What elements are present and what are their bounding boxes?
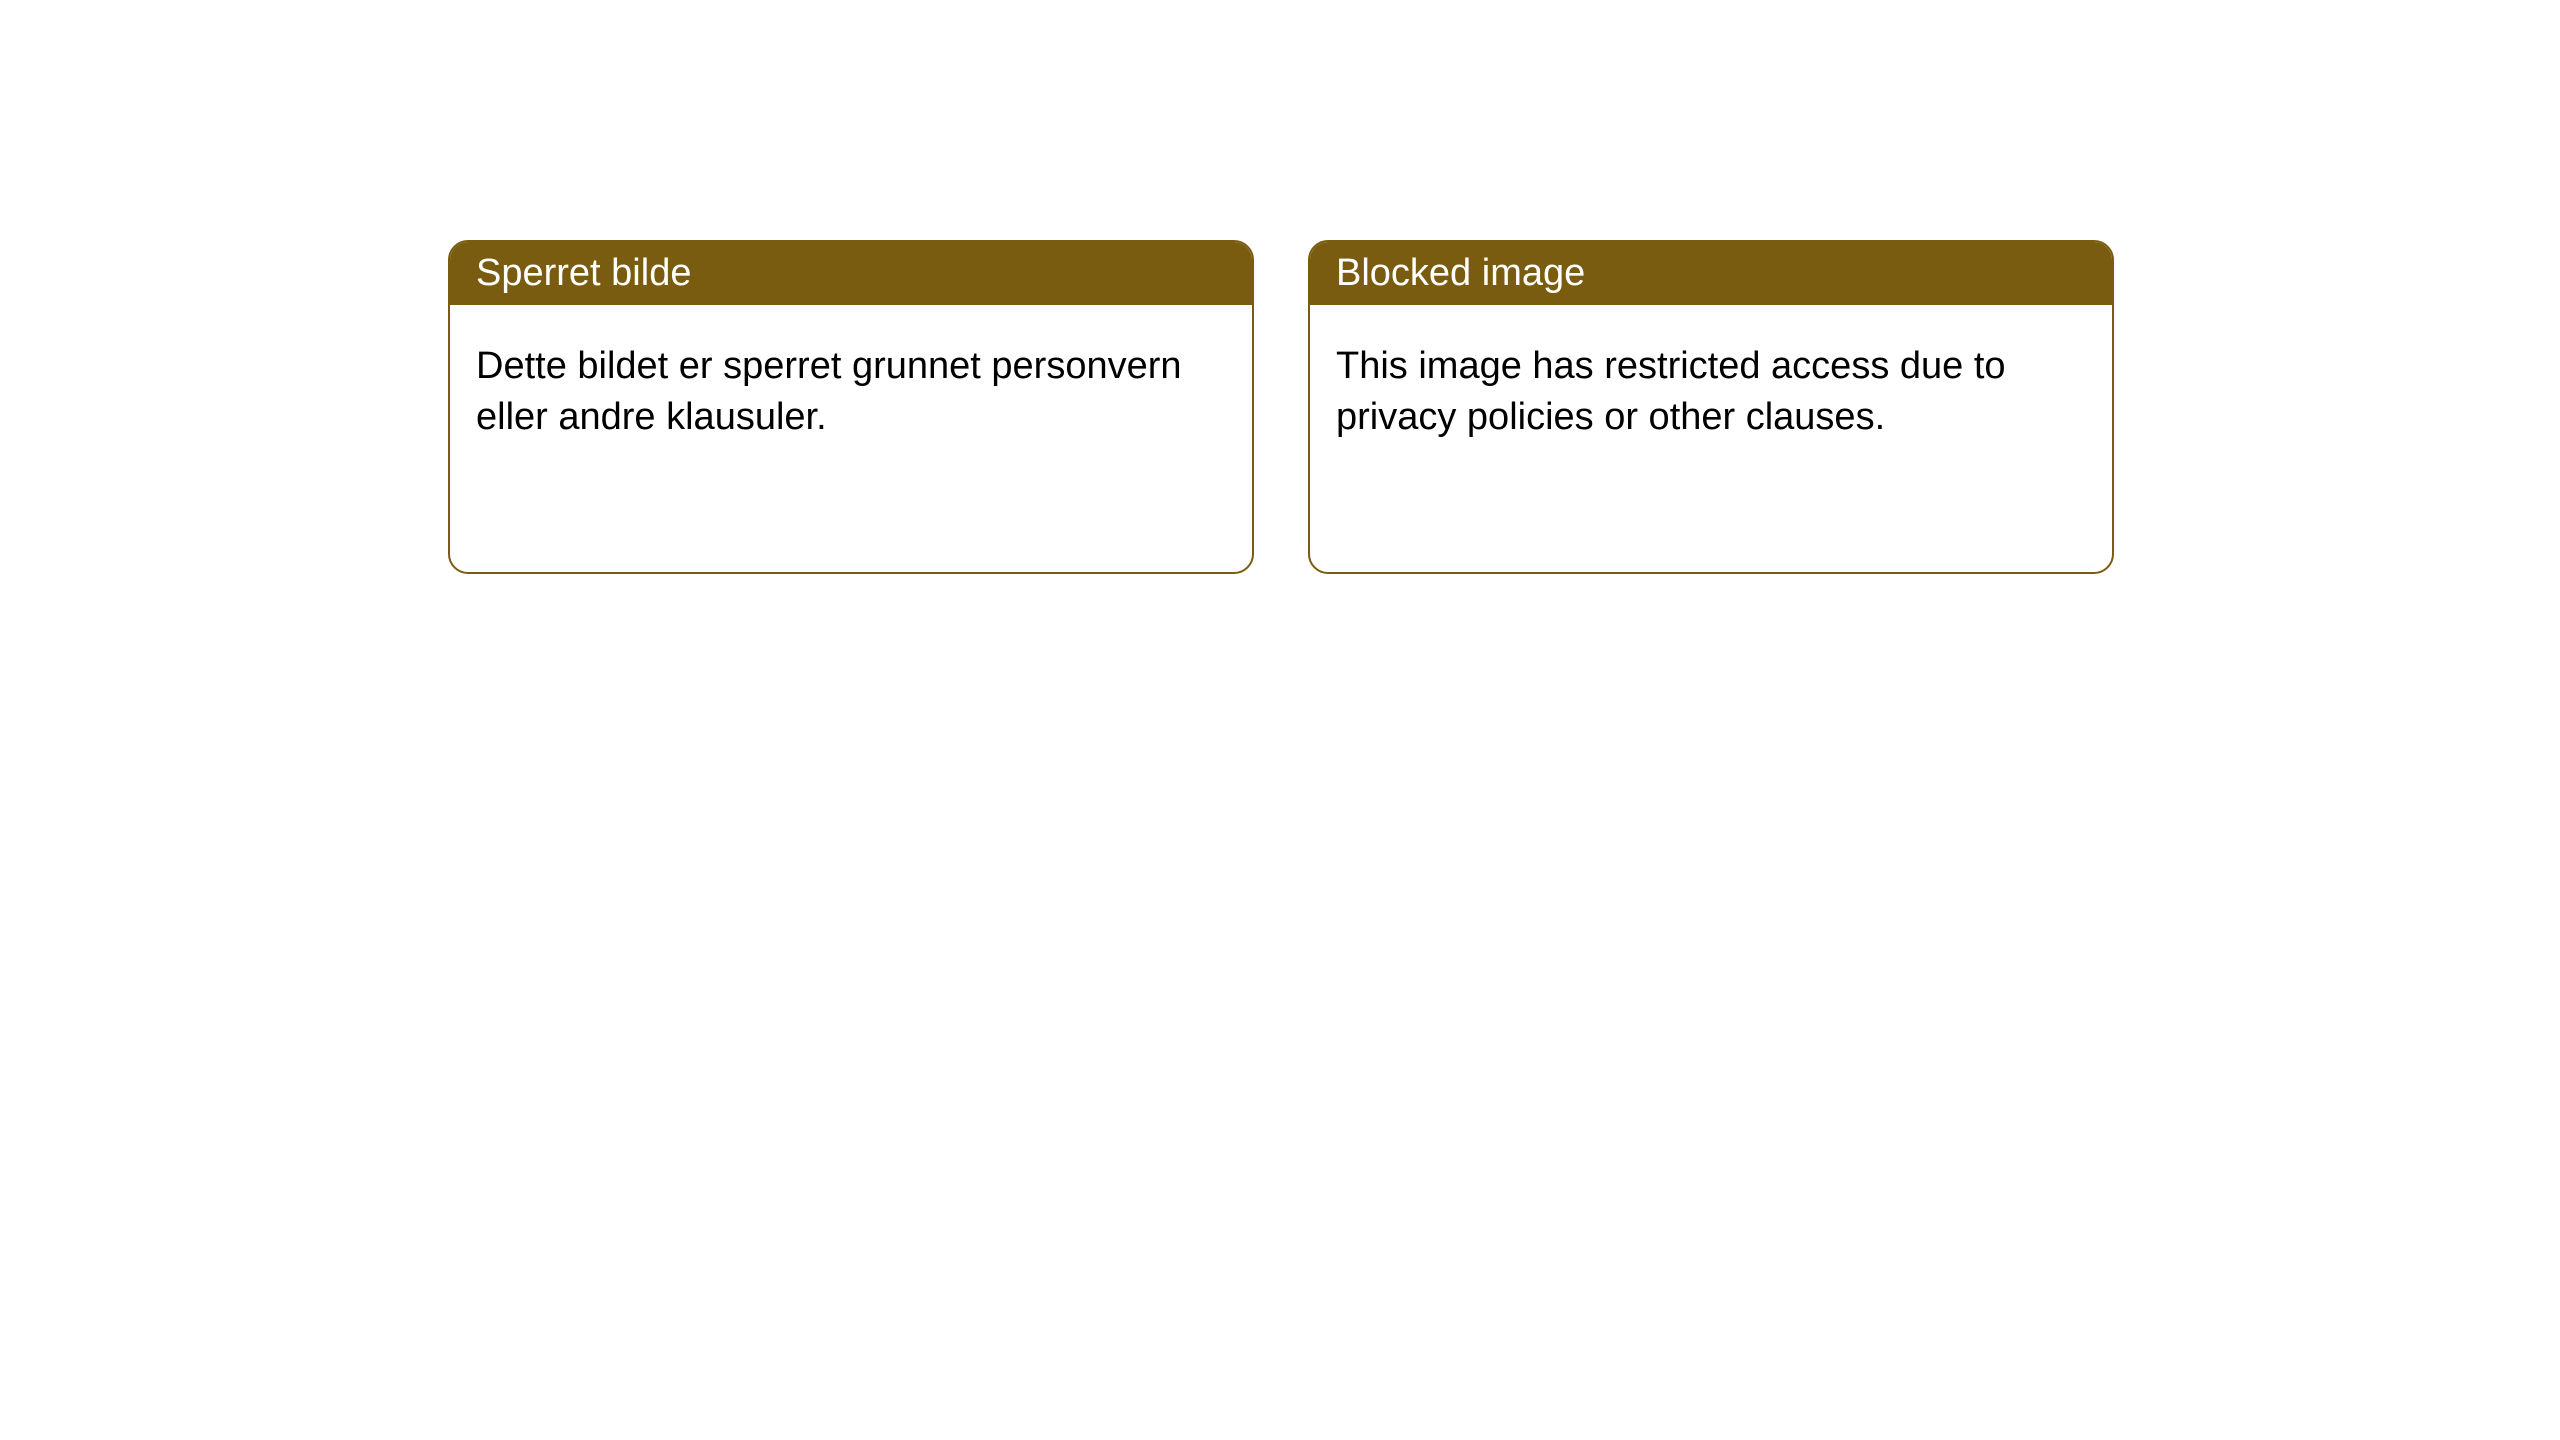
card-body: Dette bildet er sperret grunnet personve… [450, 305, 1252, 480]
card-header: Blocked image [1310, 242, 2112, 305]
blocked-image-card-english: Blocked image This image has restricted … [1308, 240, 2114, 574]
card-body: This image has restricted access due to … [1310, 305, 2112, 480]
card-header: Sperret bilde [450, 242, 1252, 305]
blocked-image-card-norwegian: Sperret bilde Dette bildet er sperret gr… [448, 240, 1254, 574]
card-container: Sperret bilde Dette bildet er sperret gr… [0, 0, 2560, 574]
